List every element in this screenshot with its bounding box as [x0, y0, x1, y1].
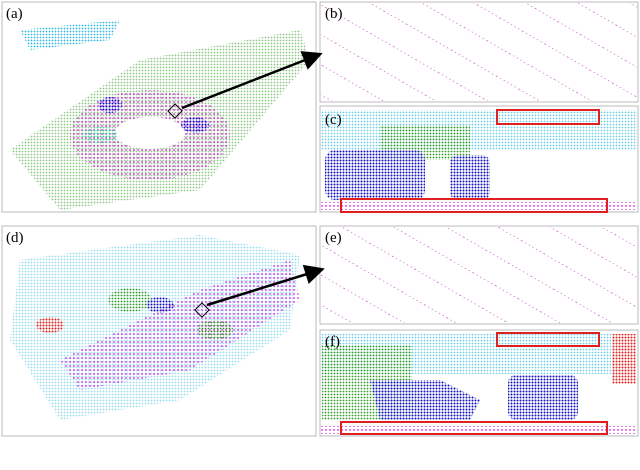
ground-points [60, 260, 300, 390]
highlight-box [496, 109, 600, 125]
panel-label: (e) [325, 230, 342, 246]
car-points [508, 375, 578, 420]
highlight-box [340, 198, 608, 213]
panel-e: (e) [319, 225, 639, 325]
car-points [146, 297, 174, 313]
zoomed-points [321, 227, 637, 323]
panel-b: (b) [319, 1, 639, 103]
panel-label: (b) [325, 6, 343, 22]
ground-points [321, 426, 637, 434]
tree-points [108, 288, 152, 312]
panel-f: (f) [319, 329, 639, 437]
object-points [612, 334, 636, 384]
background-points [321, 110, 637, 150]
panel-a: (a) [1, 1, 317, 213]
zoom-arrow [181, 51, 323, 110]
panel-label: (f) [325, 334, 340, 350]
building-points [20, 20, 120, 50]
ground-points [321, 202, 637, 210]
car-points [98, 97, 122, 113]
panel-c: (c) [319, 105, 639, 213]
car-points [181, 117, 209, 133]
car-points [325, 150, 425, 200]
tree-points [197, 320, 233, 340]
zoom-box [194, 302, 210, 318]
car-points [370, 380, 480, 420]
car-points [450, 155, 490, 200]
highlight-box [340, 421, 608, 435]
panel-d: (d) [1, 225, 317, 437]
panel-label: (d) [6, 230, 24, 246]
panel-label: (a) [6, 6, 23, 22]
ring-hole [115, 117, 185, 149]
highlight-box [496, 332, 600, 347]
panel-label: (c) [325, 112, 342, 128]
object-points [36, 317, 64, 333]
car-points [82, 127, 118, 143]
zoom-arrow [206, 264, 325, 307]
zoomed-points [321, 3, 637, 101]
zoom-box [167, 103, 183, 119]
